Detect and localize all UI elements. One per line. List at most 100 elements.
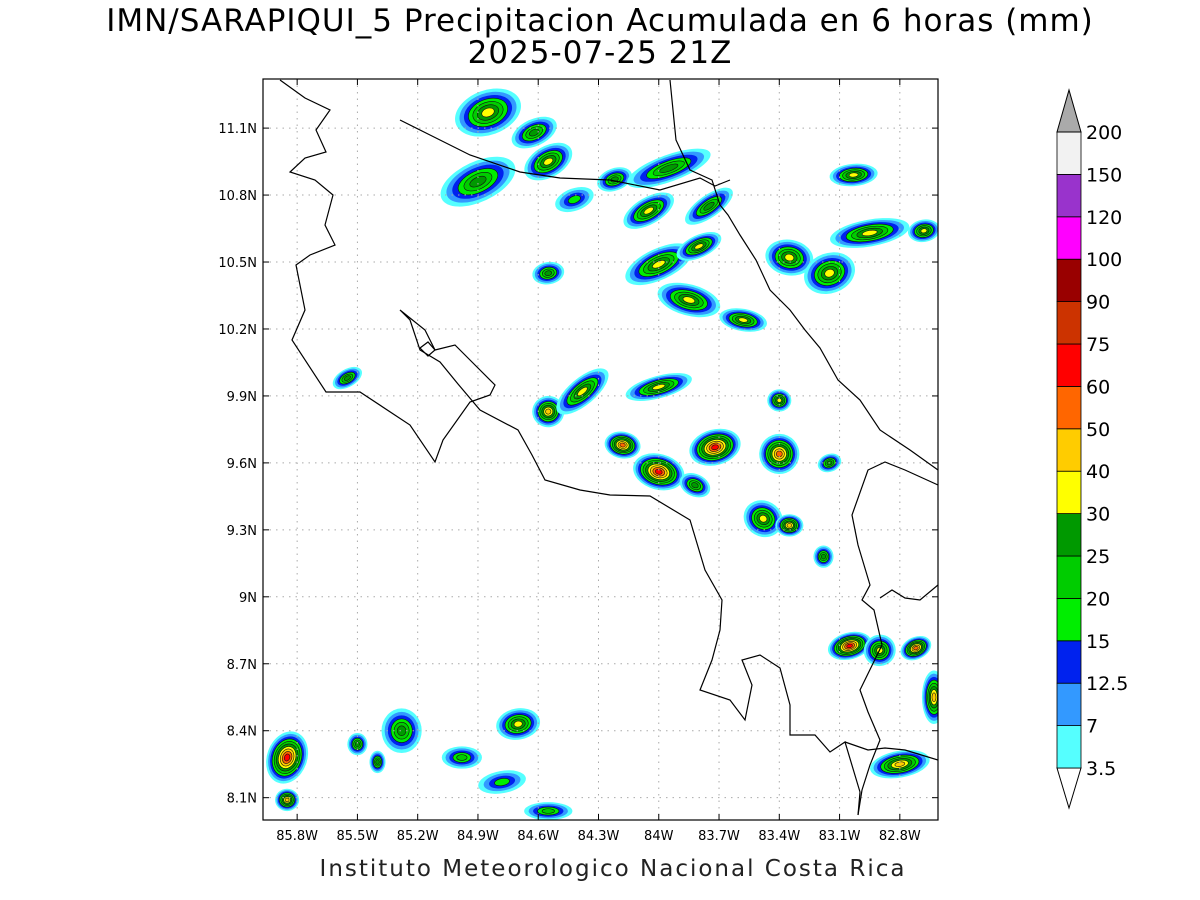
caribbean-coastline: [669, 79, 938, 471]
rain-contour-level-6: [920, 228, 928, 234]
rain-cell: [830, 218, 910, 248]
rain-contour-level-6: [738, 317, 748, 323]
colorbar-band: [1056, 301, 1082, 345]
rain-cell: [627, 148, 711, 188]
lat-tick-label: 10.2N: [218, 323, 257, 338]
rain-cell: [524, 802, 573, 820]
institution-footer: Instituto Meteorologico Nacional Costa R…: [319, 856, 907, 882]
colorbar-band: [1056, 131, 1082, 175]
rain-cell: [804, 252, 856, 295]
colorbar-band: [1056, 725, 1082, 769]
colorbar-label: 90: [1086, 292, 1110, 314]
rain-contour-level-6: [643, 206, 654, 215]
lon-tick-label: 83.4W: [758, 829, 800, 844]
lat-tick-label: 9.6N: [227, 457, 257, 472]
rain-cell: [921, 670, 938, 725]
colorbar-label: 100: [1086, 249, 1122, 271]
rain-cell: [625, 373, 692, 401]
lon-tick-label: 85.2W: [397, 829, 439, 844]
rain-contour-level-7: [931, 692, 937, 703]
colorbar-label: 40: [1086, 461, 1110, 483]
colorbar-band: [1056, 682, 1082, 727]
colorbar-band: [1056, 598, 1082, 642]
rain-contour-level-5: [396, 725, 407, 736]
rain-contour-level-9: [846, 643, 853, 649]
rain-contour-level-5: [703, 201, 715, 211]
nicoya-island: [419, 341, 436, 357]
lon-tick-label: 85.5W: [337, 829, 379, 844]
rain-contour-level-5: [343, 375, 351, 381]
colorbar-label: 12.5: [1086, 673, 1128, 695]
rain-cell: [679, 473, 711, 498]
colorbar-band: [1056, 258, 1082, 303]
chart-title: IMN/SARAPIQUI_5 Precipitacion Acumulada …: [106, 3, 1094, 39]
plot-frame: [262, 78, 939, 821]
lon-tick-label: 84.6W: [517, 829, 559, 844]
rain-cell: [496, 708, 541, 740]
colorbar-max-triangle: [1056, 88, 1082, 133]
rain-contour-level-5: [469, 175, 487, 188]
lon-tick-label: 84W: [644, 829, 674, 844]
rain-cell: [555, 186, 594, 213]
rain-contour-level-5: [820, 553, 826, 560]
rain-contour-level-7: [786, 523, 792, 528]
lat-tick-label: 9.3N: [227, 524, 257, 539]
rain-contour-level-5: [528, 128, 540, 137]
rain-contour-level-8: [913, 646, 919, 651]
rain-cell: [440, 156, 516, 207]
rain-cell: [532, 395, 565, 428]
rain-cell: [275, 788, 300, 812]
rain-contour-level-6: [861, 229, 878, 237]
colorbar-band: [1056, 470, 1082, 515]
rain-cell: [657, 282, 721, 318]
colorbar-band: [1056, 555, 1082, 599]
rain-contour-level-8: [619, 442, 626, 448]
lat-lon-grid: [263, 79, 938, 820]
colorbar-label: 50: [1086, 419, 1110, 441]
lat-tick-label: 10.8N: [218, 189, 257, 204]
rain-cell: [907, 219, 938, 243]
colorbar-legend: 3.5 7 12.5 15 20 25 30 40 50 60 75 90 100 120 150 200: [1056, 88, 1128, 810]
rain-contour-level-6: [481, 107, 495, 118]
rain-cell: [556, 368, 609, 415]
rain-contour-level-6: [652, 384, 666, 390]
lat-tick-label: 11.1N: [218, 122, 257, 137]
rain-cell: [441, 746, 482, 769]
rain-cell: [685, 187, 733, 225]
colorbar-band: [1056, 640, 1082, 684]
rain-contour-level-9: [283, 753, 291, 762]
lat-tick-label: 9N: [239, 591, 257, 606]
rain-contour-level-5: [544, 270, 553, 276]
rain-contour-level-6: [694, 243, 704, 250]
rain-cell: [813, 545, 834, 568]
lat-tick-label: 8.7N: [227, 658, 257, 673]
colorbar-label: 7: [1086, 716, 1098, 738]
pacific-coastline: [279, 79, 861, 816]
rain-contour-level-7: [545, 408, 552, 415]
colorbar-label: 20: [1086, 588, 1110, 610]
rain-contour-level-3: [567, 195, 581, 204]
nicaragua-border: [399, 119, 731, 191]
chiriqui-coast: [844, 741, 938, 761]
rain-contour-level-6: [652, 260, 666, 269]
lon-tick-label: 83.7W: [698, 829, 740, 844]
coastline-borders: [279, 79, 938, 816]
rain-cell: [478, 770, 526, 794]
colorbar-band: [1056, 343, 1082, 387]
rain-cell: [369, 750, 386, 774]
rain-cell: [863, 634, 896, 667]
lat-tick-label: 10.5N: [218, 256, 257, 271]
rain-cell: [381, 708, 422, 754]
rain-contour-level-5: [375, 759, 380, 765]
rain-cell: [532, 261, 565, 285]
rain-contour-level-6: [682, 296, 696, 304]
rain-cell: [347, 732, 368, 756]
rain-contour-level-9: [655, 469, 663, 475]
rain-contour-level-6: [784, 253, 795, 262]
rain-contour-level-6: [513, 720, 523, 728]
rain-cell: [870, 750, 930, 779]
colorbar-label: 150: [1086, 164, 1122, 186]
colorbar-label: 120: [1086, 207, 1122, 229]
rain-cell: [900, 635, 932, 661]
rain-cell: [597, 167, 632, 192]
